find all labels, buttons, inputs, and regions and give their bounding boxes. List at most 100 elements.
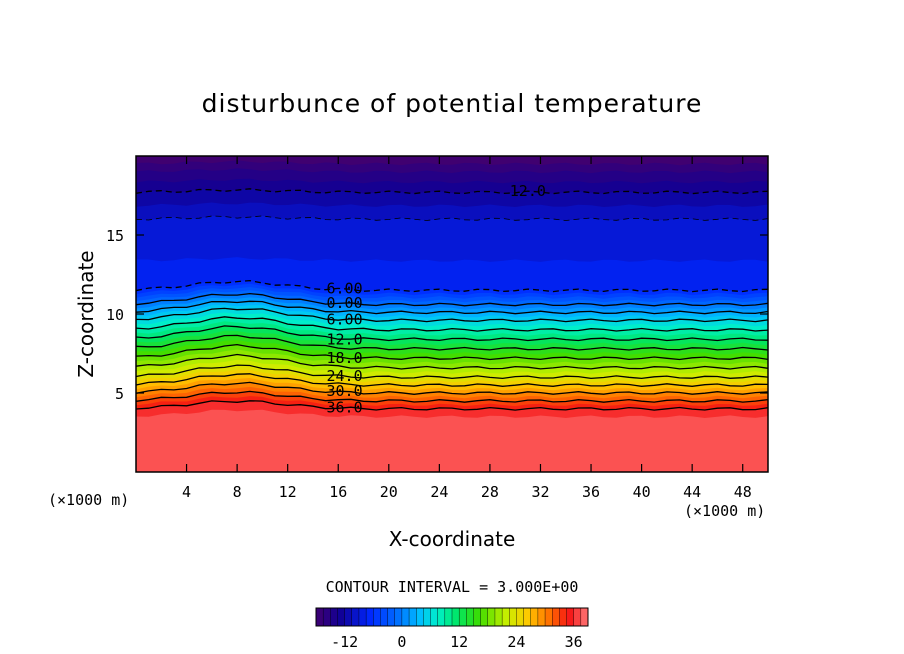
contour-label: 0.00 [326, 294, 362, 312]
colorbar [315, 607, 589, 627]
colorbar-segment [444, 607, 453, 627]
contour-line [136, 188, 768, 195]
colorbar-segment [451, 607, 460, 627]
contour-line [136, 381, 768, 395]
colorbar-segment [523, 607, 532, 627]
colorbar-tick-label: 0 [397, 633, 406, 651]
x-tick-labels: 4 8 12 16 20 24 28 32 36 40 44 48 [182, 483, 752, 501]
contour-line [136, 292, 768, 307]
colorbar-segment [373, 607, 381, 627]
contour-line [136, 279, 768, 293]
contour-label: 6.00 [326, 311, 362, 329]
contour-line [136, 390, 768, 403]
contour-label: 12.0 [326, 331, 362, 349]
colorbar-segment [358, 607, 367, 627]
contour-line [136, 307, 768, 323]
colorbar-segment [365, 607, 374, 627]
colorbar-segment [480, 607, 489, 627]
colorbar-segment [573, 607, 582, 627]
contour-label: 18.0 [326, 349, 362, 367]
colorbar-segment [423, 607, 432, 627]
x-tick-label: 44 [683, 483, 701, 501]
colorbar-segment [544, 607, 553, 627]
x-tick-label: 4 [182, 483, 191, 501]
colorbar-segment [580, 607, 589, 627]
colorbar-segment [487, 607, 496, 627]
colorbar-segment [552, 607, 560, 627]
x-tick-label: 16 [329, 483, 347, 501]
colorbar-segment [351, 607, 360, 627]
colorbar-tick-label: 36 [565, 633, 583, 651]
contour-line [136, 400, 768, 411]
colorbar-segment [537, 607, 546, 627]
colorbar-segment [494, 607, 503, 627]
y-axis-label: Z-coordinate [74, 250, 98, 377]
contour-line [136, 325, 768, 342]
colorbar-segment [516, 607, 525, 627]
contour-label: 30.0 [326, 382, 362, 400]
colorbar-tick-label: -12 [331, 633, 358, 651]
y-tick-label: 10 [106, 306, 124, 324]
x-tick-label: 32 [531, 483, 549, 501]
contour-line [136, 334, 768, 351]
contour-label: 6.00 [326, 279, 362, 297]
colorbar-segment [458, 607, 467, 627]
colorbar-segment [559, 607, 568, 627]
colorbar-tick-label: 24 [507, 633, 525, 651]
y-tick-label: 5 [115, 385, 124, 403]
x-tick-label: 24 [430, 483, 448, 501]
contour-line [136, 316, 768, 332]
x-tick-label: 36 [582, 483, 600, 501]
colorbar-segment [387, 607, 396, 627]
x-tick-label: 8 [233, 483, 242, 501]
colorbar-tick-labels: -12 0 12 24 36 [331, 633, 583, 651]
colorbar-segment [401, 607, 410, 627]
colorbar-segment [380, 607, 389, 627]
colorbar-tick-label: 12 [450, 633, 468, 651]
x-tick-label: 40 [633, 483, 651, 501]
contour-line [136, 364, 768, 380]
contour-line [136, 343, 768, 361]
contour-lines [136, 188, 768, 411]
colorbar-segment [530, 607, 539, 627]
colorbar-segment [408, 607, 417, 627]
contour-line [136, 373, 768, 387]
colorbar-frame [315, 607, 589, 627]
colorbar-segment [473, 607, 482, 627]
colorbar-segment [466, 607, 474, 627]
contour-label: 24.0 [326, 367, 362, 385]
colorbar-segment [337, 607, 346, 627]
contour-line [136, 353, 768, 370]
contour-interval-text: CONTOUR INTERVAL = 3.000E+00 [326, 578, 579, 596]
x-tick-label: 20 [380, 483, 398, 501]
colorbar-segment [315, 607, 324, 627]
colorbar-segment [330, 607, 338, 627]
colorbar-segment [566, 607, 575, 627]
x-units-left: (×1000 m) [48, 491, 129, 509]
y-tick-label: 15 [106, 227, 124, 245]
x-tick-label: 12 [279, 483, 297, 501]
colorbar-segment [344, 607, 353, 627]
x-units-right: (×1000 m) [684, 502, 765, 520]
x-axis-label: X-coordinate [389, 527, 516, 551]
contour-line [136, 215, 768, 221]
x-tick-label: 28 [481, 483, 499, 501]
y-tick-labels: 5 10 15 [106, 227, 124, 403]
colorbar-segment [501, 607, 510, 627]
chart-title: disturbunce of potential temperature [202, 89, 703, 118]
colorbar-segment [430, 607, 439, 627]
colorbar-segment [322, 607, 331, 627]
colorbar-segment [509, 607, 517, 627]
x-tick-label: 48 [734, 483, 752, 501]
colorbar-segment [416, 607, 424, 627]
contour-band [136, 409, 768, 472]
contour-label: 12.0 [510, 182, 546, 200]
contour-label: 36.0 [326, 399, 362, 417]
colorbar-segment [394, 607, 403, 627]
colorbar-segment [437, 607, 446, 627]
axis-ticks [136, 156, 768, 472]
contour-line [136, 300, 768, 315]
